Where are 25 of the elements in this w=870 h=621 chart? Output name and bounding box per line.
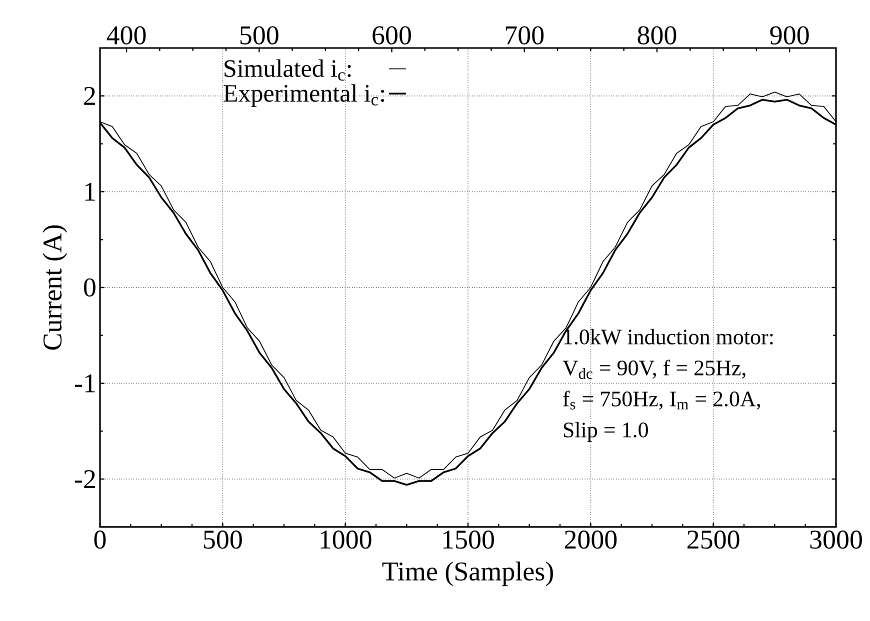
x2-tick-label: 500: [240, 26, 278, 44]
annotation: Slip = 1.0: [564, 422, 648, 442]
annotation: V$_{dc}$ = 90V, f = 25Hz,: [562, 360, 746, 379]
annotation: 1.0kW induction motor:: [564, 328, 773, 345]
x-tick-label: 3000: [810, 530, 862, 549]
y-tick-label: 2: [84, 86, 95, 105]
x-tick-label: 1500: [443, 530, 494, 549]
x-axis-title: Time (Samples): [382, 562, 553, 586]
legend-label: Simulated i$_{c}$:: [224, 59, 351, 81]
annotation: f$_{s}$ = 750Hz, I$_{m}$ = 2.0A,: [563, 390, 760, 410]
x2-tick-label: 900: [770, 26, 809, 44]
legend-label: Experimental i$_{c}$:: [224, 84, 384, 107]
x2-tick-label: 700: [506, 26, 544, 44]
y-tick-label: 0: [84, 278, 96, 297]
x-tick-label: 500: [204, 530, 242, 549]
y-axis-title: Current (A): [42, 225, 68, 350]
x2-tick-label: 400: [106, 26, 146, 44]
x-tick-label: 2500: [688, 530, 740, 549]
x-tick-label: 2000: [564, 530, 617, 549]
y-tick-label: -2: [74, 470, 95, 488]
x-tick-label: 1000: [320, 530, 372, 549]
x2-tick-label: 800: [638, 26, 676, 44]
y-tick-label: -1: [74, 374, 95, 392]
x2-tick-label: 600: [372, 26, 411, 44]
y-tick-label: 1: [85, 182, 95, 201]
